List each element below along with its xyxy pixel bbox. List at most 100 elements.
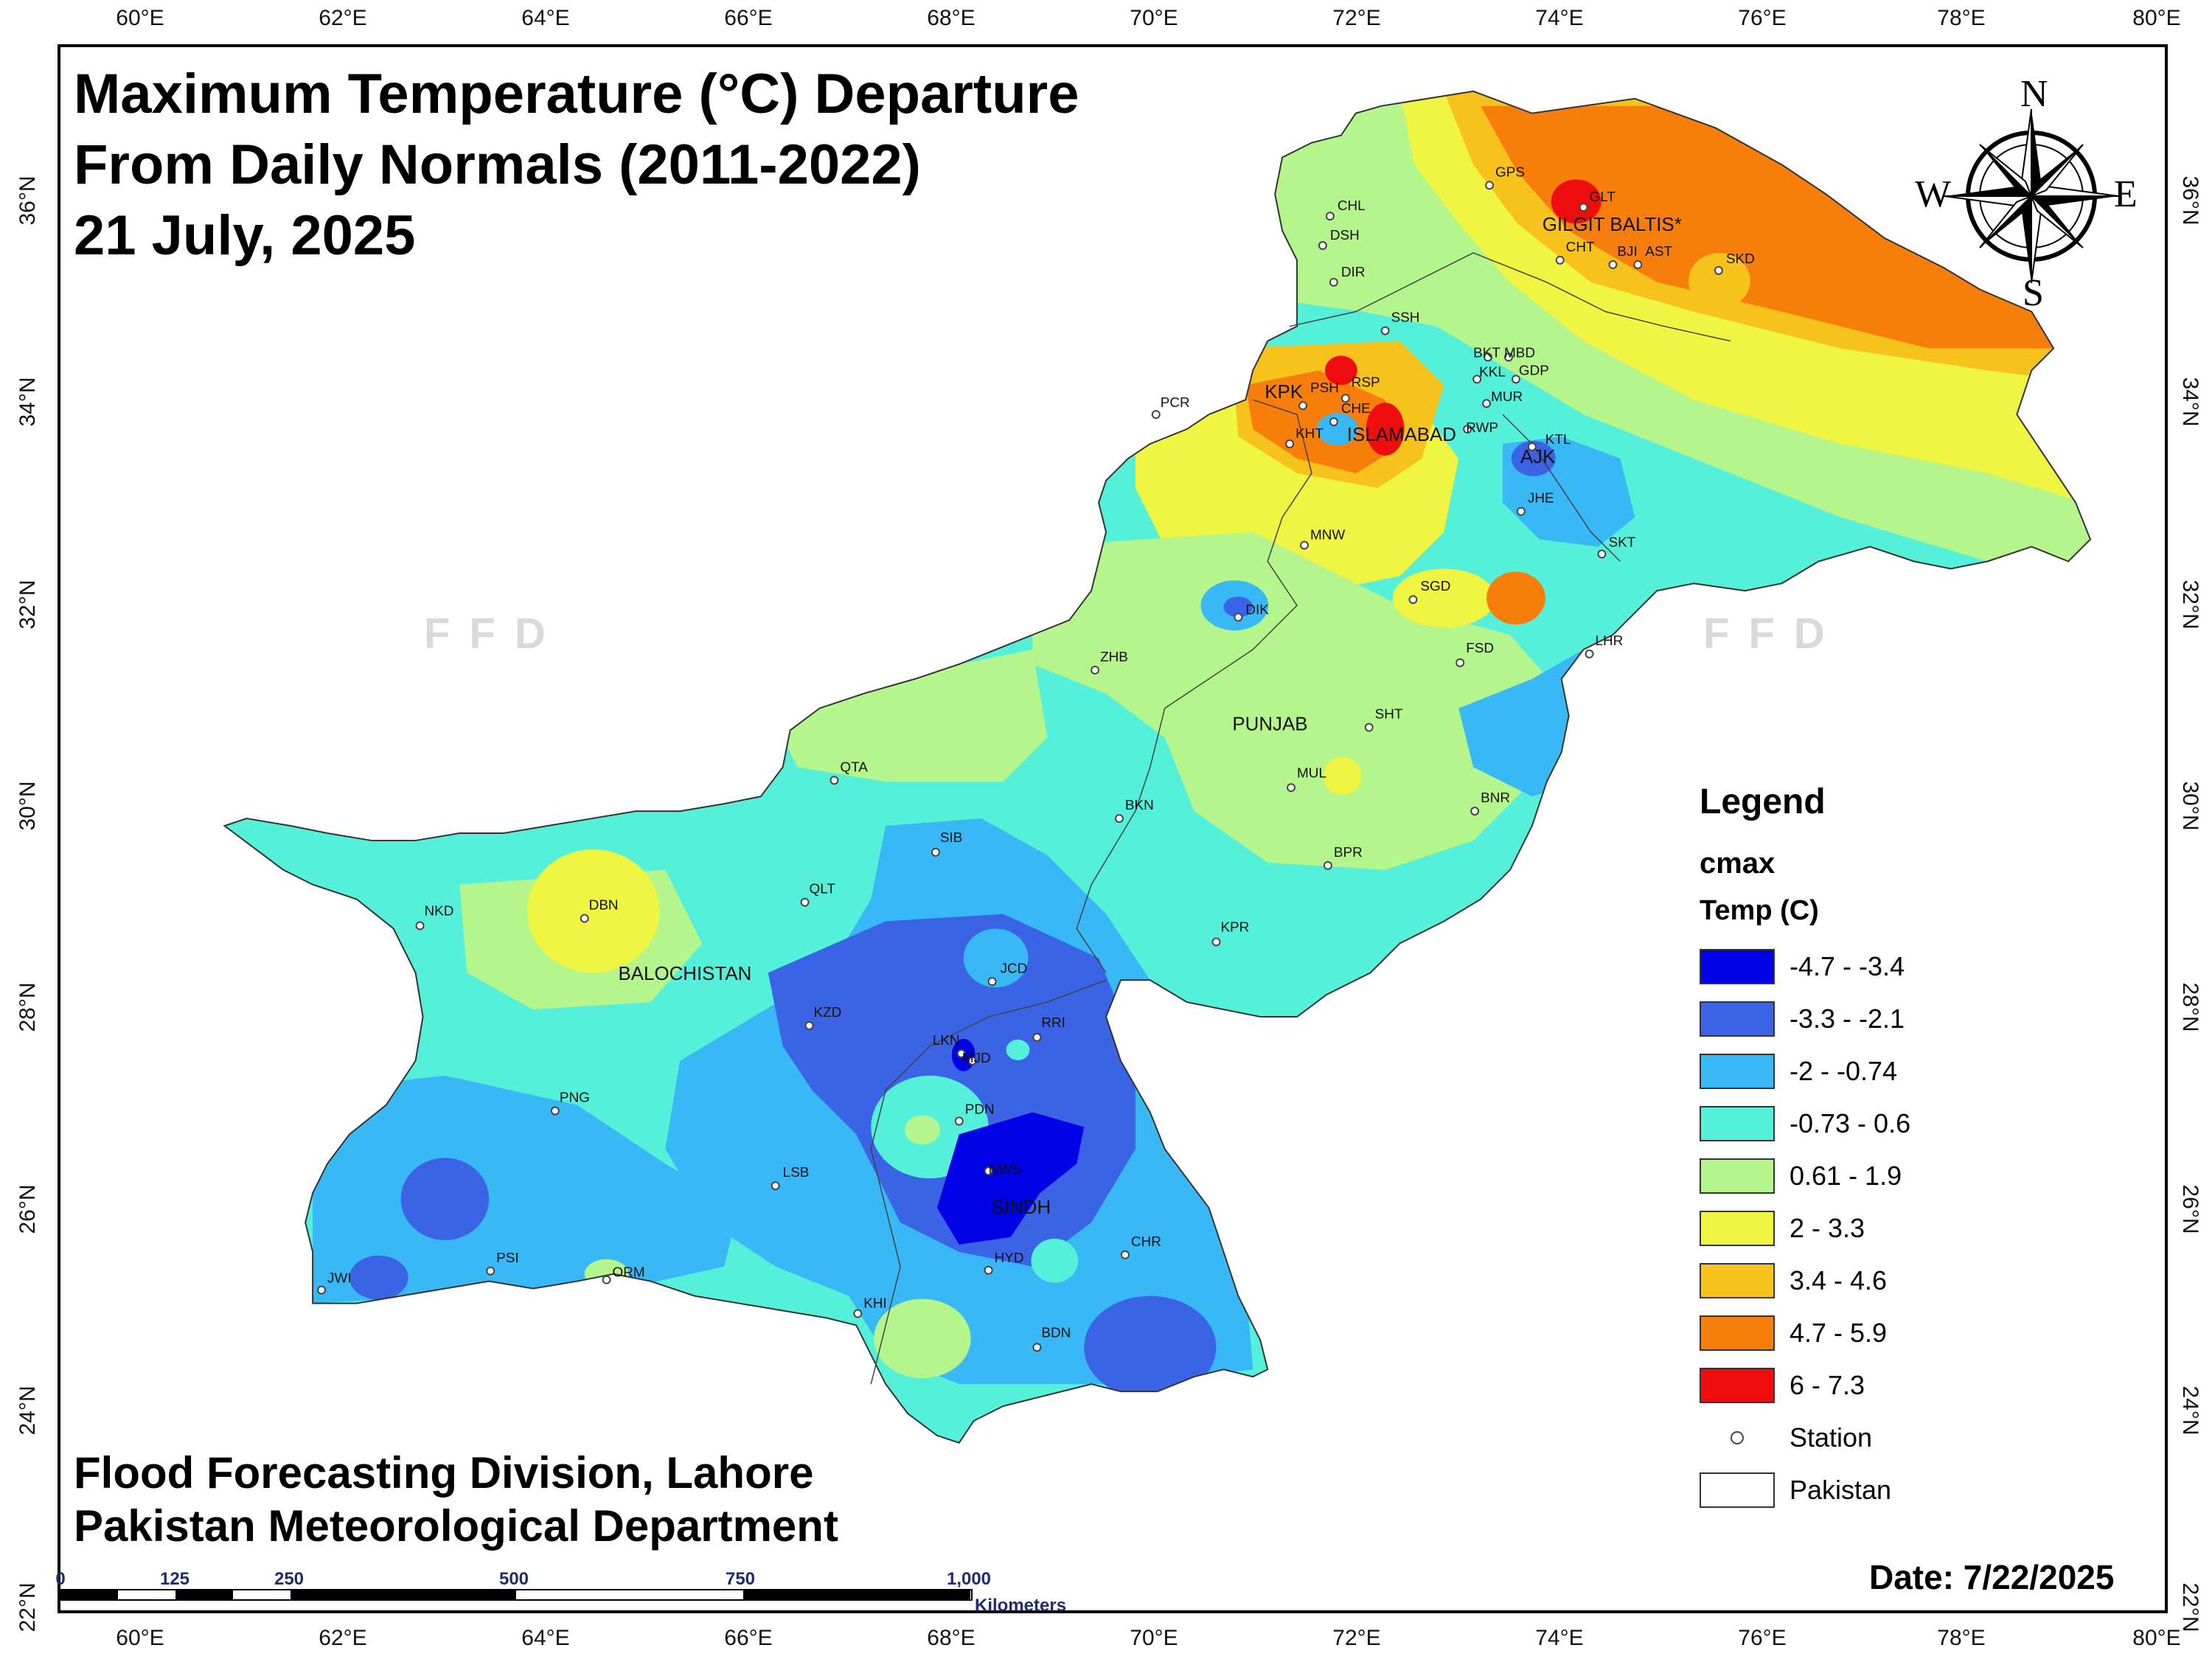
station-marker [1380, 326, 1390, 335]
station-label: KTL [1545, 432, 1571, 448]
legend-class-label: 4.7 - 5.9 [1790, 1317, 1888, 1348]
credits-line-1: Flood Forecasting Division, Lahore [74, 1448, 814, 1498]
lat-label: 24°N [2178, 1385, 2202, 1436]
station-marker [967, 1056, 977, 1065]
title-line-3: 21 July, 2025 [74, 204, 416, 267]
compass-rose: N S E W [1899, 73, 2171, 317]
isotherm-band [1392, 568, 1496, 628]
lat-label: 30°N [2178, 781, 2202, 831]
station-marker [954, 1116, 964, 1126]
station-marker [1470, 807, 1480, 816]
station-marker [1120, 1250, 1130, 1259]
station-marker [1408, 595, 1418, 605]
station-marker [1298, 401, 1308, 411]
legend-field: cmax [1700, 847, 1775, 880]
scale-unit: Kilometers [975, 1596, 1067, 1615]
station-label: GPS [1495, 164, 1525, 180]
lon-label: 64°E [521, 1626, 570, 1650]
compass-s-label: S [2023, 272, 2044, 314]
station-label: GDP [1519, 363, 1549, 378]
isotherm-band [936, 1112, 1085, 1245]
station-label: BDN [1041, 1325, 1071, 1340]
legend-swatch [1700, 1367, 1775, 1403]
station-marker [1329, 277, 1338, 287]
isotherm-band [963, 928, 1029, 988]
station-marker [1472, 375, 1482, 384]
isotherm-band [1316, 413, 1358, 445]
station-label: NWS [989, 1162, 1021, 1178]
lon-label: 80°E [2132, 6, 2181, 30]
scale-tick-label: 1,000 [946, 1569, 992, 1589]
station-marker [1485, 181, 1495, 190]
legend-boundary-label: Pakistan [1790, 1474, 1892, 1505]
lon-label: 68°E [927, 1626, 975, 1650]
station-label: CHL [1338, 198, 1366, 214]
legend-swatch [1700, 1315, 1775, 1351]
stations-layer: CHL DSH DIR GPS GLT CHT BJI AST SKD SSH … [317, 164, 1755, 1352]
station-label: MJD [962, 1051, 991, 1066]
station-label: PSH [1310, 380, 1339, 396]
isotherm-band [313, 1075, 739, 1304]
legend: Legend cmax Temp (C) -4.7 - -3.4 -3.3 - -… [1700, 782, 2112, 1516]
station-marker [1364, 723, 1374, 732]
isotherm-band [874, 1298, 971, 1379]
province-boundaries [870, 252, 1731, 1385]
isotherm-band [400, 1158, 490, 1240]
scale-tick-label: 0 [55, 1569, 66, 1589]
legend-class-row: 2 - 3.3 [1700, 1202, 2112, 1254]
station-label: CHR [1131, 1234, 1161, 1250]
station-marker [602, 1275, 611, 1284]
legend-class-label: 3.4 - 4.6 [1790, 1265, 1888, 1295]
station-marker [1597, 549, 1607, 559]
station-marker [1234, 613, 1243, 622]
station-marker [1323, 860, 1332, 870]
lon-label: 74°E [1535, 6, 1584, 30]
lat-label: 28°N [15, 982, 40, 1032]
station-label: NKD [425, 904, 454, 919]
station-label: DIR [1341, 265, 1366, 280]
title-line-1: Maximum Temperature (°C) Departure [74, 63, 1079, 125]
station-marker [984, 1166, 993, 1176]
compass-icon [1944, 108, 2119, 284]
legend-unit: Temp (C) [1700, 895, 1819, 926]
station-marker [830, 776, 839, 785]
station-marker [853, 1309, 863, 1318]
isotherm-band [1366, 403, 1405, 456]
station-marker [956, 1048, 966, 1058]
scale-tick-label: 250 [274, 1569, 305, 1589]
station-icon [1700, 1430, 1775, 1444]
lon-label: 70°E [1130, 6, 1178, 30]
isotherm-band [1006, 1039, 1030, 1060]
lon-label: 62°E [319, 1626, 367, 1650]
station-label: BJI [1617, 244, 1637, 260]
legend-class-row: -2 - -0.74 [1700, 1045, 2112, 1097]
station-label: SGD [1420, 579, 1450, 594]
station-label: AST [1645, 244, 1672, 260]
watermark: FFD [424, 610, 565, 658]
map-frame: CHL DSH DIR GPS GLT CHT BJI AST SKD SSH … [58, 44, 2168, 1613]
lon-label: 66°E [724, 6, 773, 30]
legend-swatch [1700, 1053, 1775, 1089]
station-label: LSB [783, 1165, 810, 1180]
legend-class-row: 0.61 - 1.9 [1700, 1150, 2112, 1202]
station-marker [1340, 394, 1350, 403]
station-marker [317, 1285, 327, 1295]
station-label: KKL [1479, 364, 1506, 380]
station-marker [1511, 375, 1520, 384]
station-marker [1285, 439, 1295, 448]
region-label: BALOCHISTAN [619, 964, 752, 984]
legend-class-label: 2 - 3.3 [1790, 1212, 1865, 1243]
legend-class-label: -2 - -0.74 [1790, 1055, 1898, 1086]
scale-bar-graphic [60, 1589, 973, 1601]
legend-class-label: -0.73 - 0.6 [1790, 1107, 1911, 1138]
lon-label: 62°E [319, 6, 367, 30]
lat-label: 24°N [15, 1385, 40, 1436]
legend-class-label: 0.61 - 1.9 [1790, 1160, 1902, 1191]
legend-title: Legend [1700, 782, 1826, 821]
isotherm-band [1486, 571, 1545, 625]
station-marker [1455, 658, 1465, 667]
station-marker [1579, 203, 1588, 212]
isotherm-band [1223, 597, 1253, 618]
lon-label: 78°E [1937, 1626, 1986, 1650]
compass-n-label: N [2020, 73, 2048, 115]
